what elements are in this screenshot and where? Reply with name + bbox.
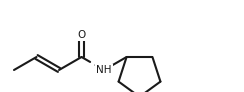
Text: O: O [77,30,86,40]
Text: NH: NH [96,65,112,75]
